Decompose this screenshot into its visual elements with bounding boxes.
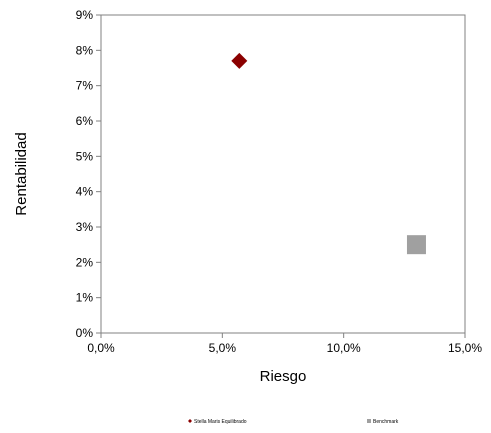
y-tick-label: 3%	[76, 220, 94, 234]
x-axis-ticks: 0,0% 5,0% 10,0% 15,0%	[87, 333, 482, 355]
y-tick-label: 4%	[76, 185, 94, 199]
y-tick-label: 1%	[76, 291, 94, 305]
legend-marker-benchmark	[367, 419, 371, 423]
y-tick-label: 7%	[76, 79, 94, 93]
legend-marker-stella-maris	[188, 419, 192, 423]
data-point-square	[406, 235, 426, 255]
plot-area	[100, 14, 466, 334]
x-axis-title: Riesgo	[260, 368, 307, 385]
data-point-diamond	[231, 52, 248, 69]
x-tick-label: 0,0%	[87, 341, 115, 355]
y-axis-ticks: 0% 1% 2% 3% 4% 5% 6% 7% 8% 9%	[76, 8, 101, 340]
y-axis-title: Rentabilidad	[13, 132, 30, 215]
y-tick-label: 5%	[76, 149, 94, 163]
x-tick-label: 5,0%	[209, 341, 237, 355]
y-tick-label: 6%	[76, 114, 94, 128]
y-tick-label: 0%	[76, 326, 94, 340]
y-tick-label: 8%	[76, 43, 94, 57]
legend-label-stella-maris: Stella Maris Equilibrado	[194, 419, 247, 425]
x-tick-label: 15,0%	[448, 341, 482, 355]
y-tick-label: 9%	[76, 8, 94, 22]
data-points	[231, 52, 426, 255]
legend-label-benchmark: Benchmark	[373, 419, 399, 425]
x-tick-label: 10,0%	[327, 341, 361, 355]
y-tick-label: 2%	[76, 255, 94, 269]
legend: Stella Maris Equilibrado Benchmark	[188, 419, 399, 425]
